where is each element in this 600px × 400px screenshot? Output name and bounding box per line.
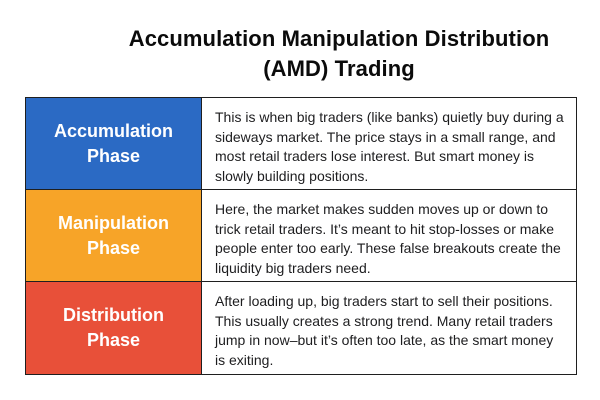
- page-title: Accumulation Manipulation Distribution (…: [0, 24, 600, 84]
- accumulation-description: This is when big traders (like banks) qu…: [215, 109, 564, 184]
- distribution-description: After loading up, big traders start to s…: [215, 293, 554, 368]
- accumulation-phase-cell: Accumulation Phase: [26, 98, 202, 190]
- accumulation-description-cell: This is when big traders (like banks) qu…: [202, 98, 576, 190]
- distribution-description-cell: After loading up, big traders start to s…: [202, 282, 576, 374]
- distribution-phase-label: Distribution Phase: [63, 305, 164, 350]
- phase-table: Accumulation Phase This is when big trad…: [25, 97, 577, 375]
- distribution-phase-cell: Distribution Phase: [26, 282, 202, 374]
- manipulation-phase-cell: Manipulation Phase: [26, 190, 202, 282]
- manipulation-description: Here, the market makes sudden moves up o…: [215, 201, 561, 276]
- manipulation-phase-label: Manipulation Phase: [58, 212, 169, 258]
- manipulation-description-cell: Here, the market makes sudden moves up o…: [202, 190, 576, 282]
- accumulation-phase-label: Accumulation Phase: [53, 120, 173, 166]
- page-title-line2: (AMD) Trading: [263, 56, 415, 81]
- page-title-line1: Accumulation Manipulation Distribution: [128, 26, 550, 51]
